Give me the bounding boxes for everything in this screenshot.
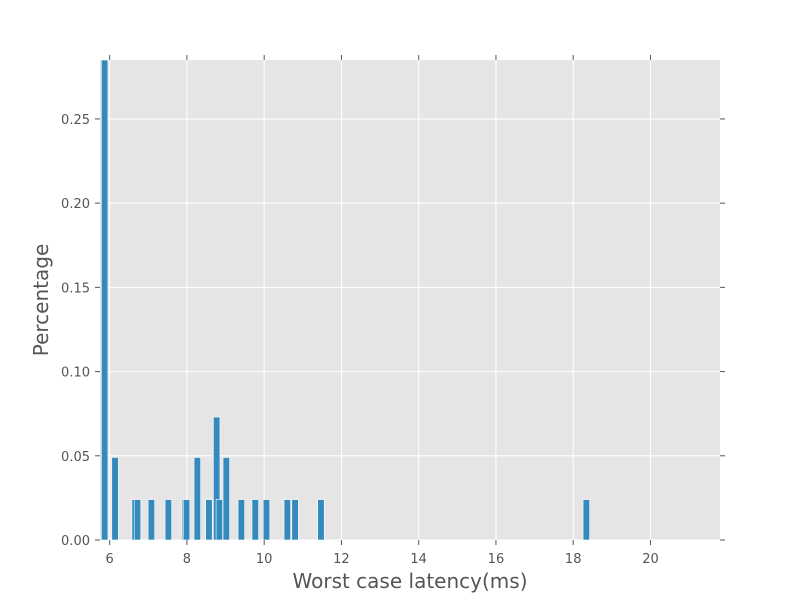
histogram-bar: [164, 499, 172, 541]
histogram-bar: [582, 499, 590, 541]
y-tick-label: 0.00: [61, 534, 90, 549]
histogram-bar: [101, 59, 109, 541]
histogram-bar: [317, 499, 325, 541]
histogram-bar: [283, 499, 291, 541]
y-tick-label: 0.05: [61, 450, 90, 465]
histogram-bar: [237, 499, 245, 541]
histogram-bar: [193, 457, 201, 541]
x-tick-label: 18: [565, 552, 582, 567]
grid-lines: [100, 60, 720, 541]
histogram-bar: [251, 499, 259, 541]
x-tick-label: 12: [333, 552, 350, 567]
x-tick-label: 6: [106, 552, 114, 567]
y-axis-label: Percentage: [29, 244, 53, 357]
histogram-bar: [205, 499, 213, 541]
x-tick-label: 8: [183, 552, 191, 567]
y-tick-label: 0.25: [61, 113, 90, 128]
x-axis-label: Worst case latency(ms): [293, 569, 528, 593]
y-tick-label: 0.20: [61, 197, 90, 212]
x-tick-label: 10: [256, 552, 273, 567]
y-tick-label: 0.10: [61, 366, 90, 381]
histogram-bar: [111, 457, 119, 541]
x-tick-label: 16: [488, 552, 505, 567]
axis-ticks: [95, 55, 725, 545]
histogram-bar: [133, 499, 142, 541]
histogram-bar: [182, 499, 191, 541]
x-tick-label: 14: [410, 552, 427, 567]
plot-background: [100, 60, 720, 540]
x-tick-label: 20: [642, 552, 659, 567]
histogram-bar: [262, 499, 271, 541]
tick-labels: 6 8 10 12 14 16 18 20 0.00 0.05 0.10 0.15 0.20 0.25: [61, 113, 659, 567]
histogram-bar: [215, 499, 223, 541]
histogram-bar: [291, 499, 299, 541]
histogram-bar: [222, 457, 230, 541]
histogram-bar: [147, 499, 155, 541]
bar-series: [101, 59, 590, 541]
y-tick-label: 0.15: [61, 281, 90, 296]
